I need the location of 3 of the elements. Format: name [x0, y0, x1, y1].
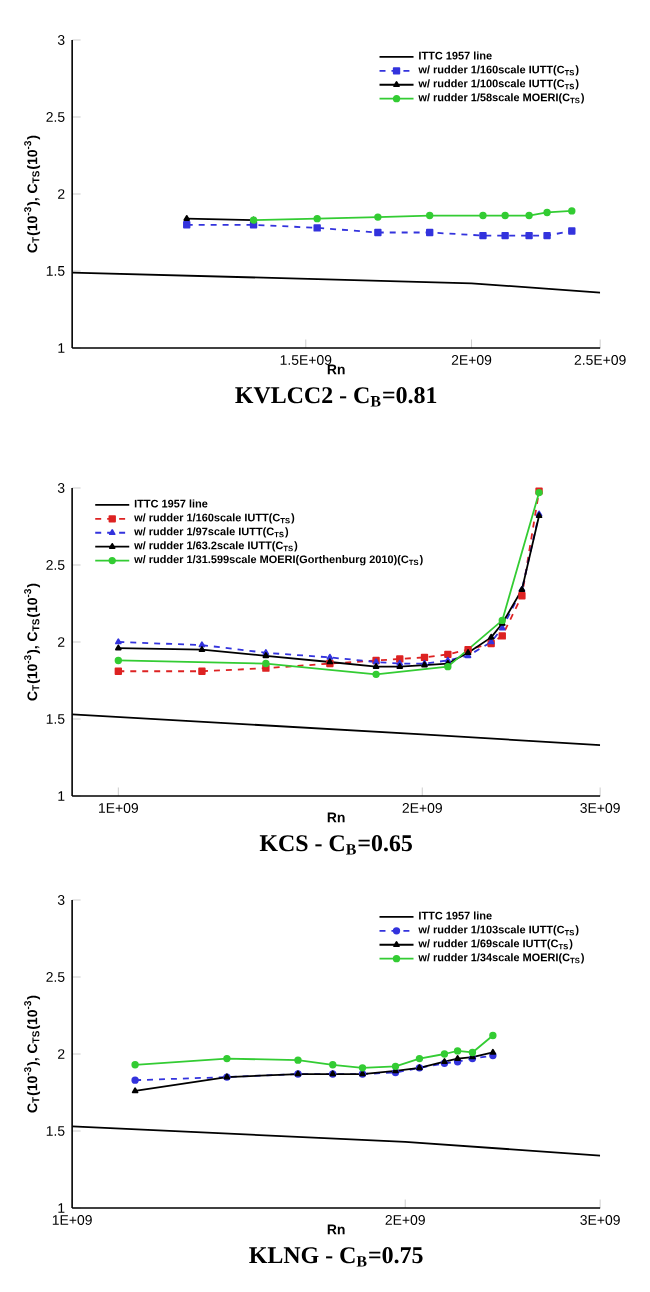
text: KLNG - C$_{B}$=0.75	[249, 1247, 423, 1267]
text: KVLCC2 - C$_{B}$=0.81	[235, 387, 437, 407]
text: KCS - C$_{B}$=0.65	[259, 835, 412, 855]
